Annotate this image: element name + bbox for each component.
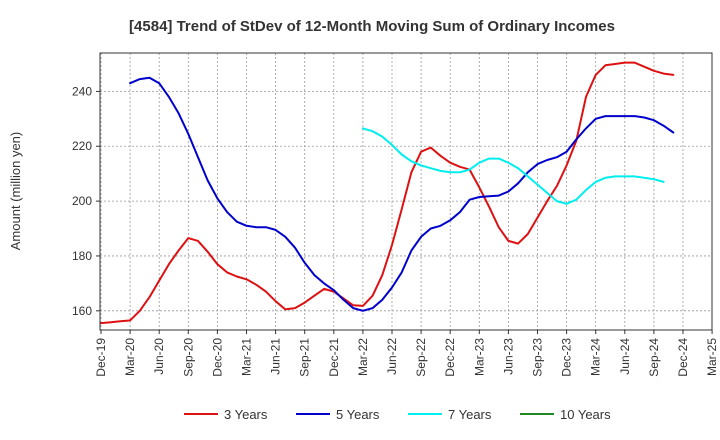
x-tick-label: Jun-24 <box>618 338 632 375</box>
chart-title: [4584] Trend of StDev of 12-Month Moving… <box>129 18 615 35</box>
x-tick-label: Mar-23 <box>472 338 486 376</box>
x-tick-label: Dec-19 <box>94 338 108 377</box>
series-layer <box>100 61 675 325</box>
y-tick-label: 220 <box>72 139 92 153</box>
y-tick-label: 240 <box>72 84 92 98</box>
series-line-5-years <box>129 76 675 312</box>
legend-label-10-years: 10 Years <box>560 407 611 422</box>
plot-frame <box>99 52 713 331</box>
y-axis-label: Amount (million yen) <box>8 132 23 251</box>
x-tick-label: Sep-22 <box>414 338 428 377</box>
y-tick-label: 200 <box>72 194 92 208</box>
series-line-3-years <box>100 61 675 325</box>
legend: 3 Years 5 Years 7 Years 10 Years <box>184 407 611 422</box>
x-tick-label: Mar-24 <box>589 338 603 376</box>
x-tick-label: Jun-22 <box>385 338 399 375</box>
legend-label-3-years: 3 Years <box>224 407 268 422</box>
legend-label-7-years: 7 Years <box>448 407 492 422</box>
x-tick-label: Mar-20 <box>123 338 137 376</box>
x-tick-label: Mar-22 <box>356 338 370 376</box>
x-tick-label: Jun-23 <box>501 338 515 375</box>
y-axis-ticks: 160 180 200 220 240 <box>72 84 100 318</box>
x-tick-label: Dec-22 <box>443 338 457 377</box>
series-line-7-years <box>361 127 665 205</box>
x-tick-label: Jun-20 <box>152 338 166 375</box>
x-tick-label: Mar-21 <box>240 338 254 376</box>
x-tick-label: Jun-21 <box>269 338 283 375</box>
x-tick-label: Sep-23 <box>531 338 545 377</box>
x-tick-label: Dec-21 <box>327 338 341 377</box>
x-tick-label: Sep-20 <box>181 338 195 377</box>
grid-lines <box>100 53 713 330</box>
legend-label-5-years: 5 Years <box>336 407 380 422</box>
x-tick-label: Dec-20 <box>210 338 224 377</box>
y-tick-label: 160 <box>72 304 92 318</box>
x-tick-label: Dec-24 <box>676 338 690 377</box>
y-tick-label: 180 <box>72 249 92 263</box>
x-tick-label: Sep-21 <box>298 338 312 377</box>
x-tick-label: Mar-25 <box>705 338 719 376</box>
x-tick-label: Dec-23 <box>560 338 574 377</box>
x-tick-label: Sep-24 <box>647 338 661 377</box>
x-axis-ticks: Dec-19 Mar-20 Jun-20 Sep-20 Dec-20 Mar-21 Jun-… <box>94 330 719 377</box>
